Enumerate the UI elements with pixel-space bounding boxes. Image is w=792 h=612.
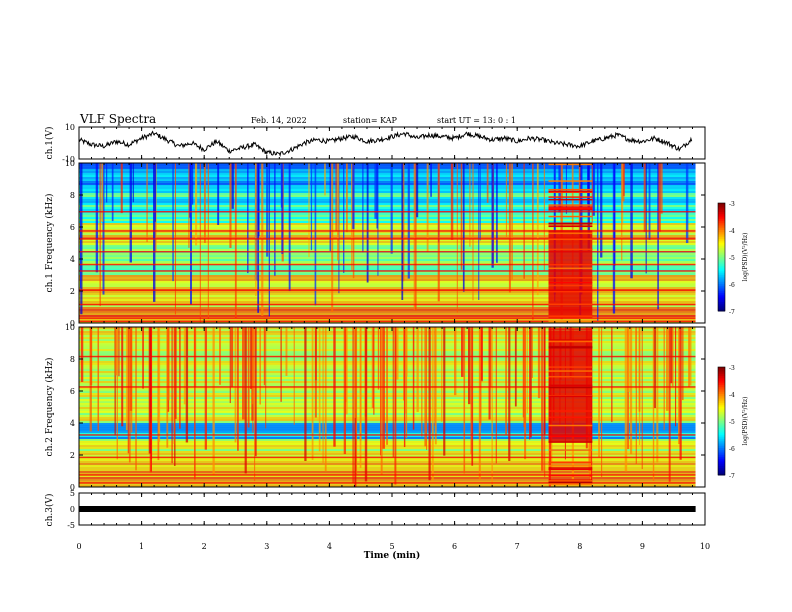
y-tick-label: 6 (70, 223, 75, 232)
ch2-colorbar: -3 -4 -5 -6 -7 log(PSD)(V²/Hz) (717, 365, 749, 480)
ch2-spectrogram-plot (79, 327, 705, 488)
ch1-waveform-trace (78, 130, 693, 157)
ch1-spectrogram-panel: 0 2 4 6 8 10 ch.1 Frequency (kHz) -3 -4 -5 -6 -7 l… (44, 159, 749, 328)
date-label: Feb. 14, 2022 (251, 116, 307, 125)
x-tick-label: 4 (327, 542, 332, 551)
y-tick-label: 0 (70, 505, 75, 514)
x-tick-label: 6 (452, 542, 457, 551)
ch3-waveform-plot (79, 506, 696, 512)
ch3-waveform-ticks: 5 0 -5 (67, 489, 83, 530)
y-tick-label: 8 (70, 191, 75, 200)
colorbar-tick-label: -7 (729, 473, 735, 480)
colorbar-tick-label: -3 (729, 365, 735, 372)
ch1-waveform-ylabel: ch.1(V) (44, 127, 55, 160)
y-tick-label: 8 (70, 355, 75, 364)
x-tick-label: 0 (76, 542, 81, 551)
y-tick-label: 2 (70, 451, 75, 460)
ch1-waveform-panel: 10 -10 ch.1(V) (44, 123, 706, 164)
colorbar-tick-label: -5 (729, 255, 735, 262)
y-tick-label: -5 (67, 521, 75, 530)
y-tick-label: 10 (65, 159, 75, 168)
colorbar-label: log(PSD)(V²/Hz) (742, 233, 749, 282)
x-tick-label: 8 (577, 542, 582, 551)
colorbar-tick-label: -7 (729, 309, 735, 316)
ch2-spectrogram-ylabel: ch.2 Frequency (kHz) (44, 358, 55, 457)
colorbar-tick-label: -5 (729, 419, 735, 426)
colorbar-tick-label: -6 (729, 282, 735, 289)
x-tick-label: 1 (139, 542, 144, 551)
y-tick-label: 5 (70, 489, 75, 498)
colorbar-tick-label: -6 (729, 446, 735, 453)
y-tick-label: -10 (62, 155, 75, 164)
start-time-label: start UT = 13: 0 : 1 (437, 116, 516, 125)
colorbar-label: log(PSD)(V²/Hz) (742, 397, 749, 446)
x-tick-label: 2 (202, 542, 207, 551)
ch2-spectrogram-ticks: 0 2 4 6 8 10 (65, 323, 705, 492)
figure-title: VLF Spectra (79, 112, 156, 126)
ch1-spectrogram-ylabel: ch.1 Frequency (kHz) (44, 194, 55, 293)
ch3-waveform-panel: 5 0 -5 ch.3(V) (44, 489, 706, 530)
colorbar-tick-label: -4 (729, 392, 735, 399)
ch1-colorbar: -3 -4 -5 -6 -7 log(PSD)(V²/Hz) (717, 201, 749, 316)
y-tick-label: 0 (70, 319, 75, 328)
ch1-waveform-plot (78, 130, 693, 157)
colorbar-tick-label: -3 (729, 201, 735, 208)
station-label: station= KAP (343, 116, 398, 125)
x-tick-label: 7 (515, 542, 520, 551)
y-tick-label: 4 (70, 255, 75, 264)
ch1-spectrogram-ticks: 0 2 4 6 8 10 (65, 159, 705, 328)
x-tick-label: 5 (389, 542, 394, 551)
y-tick-label: 4 (70, 419, 75, 428)
ch3-trace (79, 506, 696, 512)
y-tick-label: 2 (70, 287, 75, 296)
ch2-spectrogram-panel: 0 2 4 6 8 10 ch.2 Frequency (kHz) -3 -4 -5 -6 -7 l… (44, 323, 749, 492)
ch1-waveform-ticks: 10 -10 (62, 123, 83, 164)
x-tick-label: 10 (700, 542, 710, 551)
y-tick-label: 10 (65, 323, 75, 332)
ch1-spectrogram-plot (79, 163, 705, 324)
colorbar-tick-label: -4 (729, 228, 735, 235)
time-axis: 0 1 2 3 4 5 6 7 8 9 10 (76, 127, 710, 551)
y-tick-label: 0 (70, 483, 75, 492)
time-axis-label: Time (min) (364, 550, 421, 561)
y-tick-label: 10 (65, 123, 75, 132)
ch3-waveform-ylabel: ch.3(V) (44, 494, 55, 527)
x-tick-label: 3 (264, 542, 269, 551)
y-tick-label: 6 (70, 387, 75, 396)
x-tick-label: 9 (640, 542, 645, 551)
